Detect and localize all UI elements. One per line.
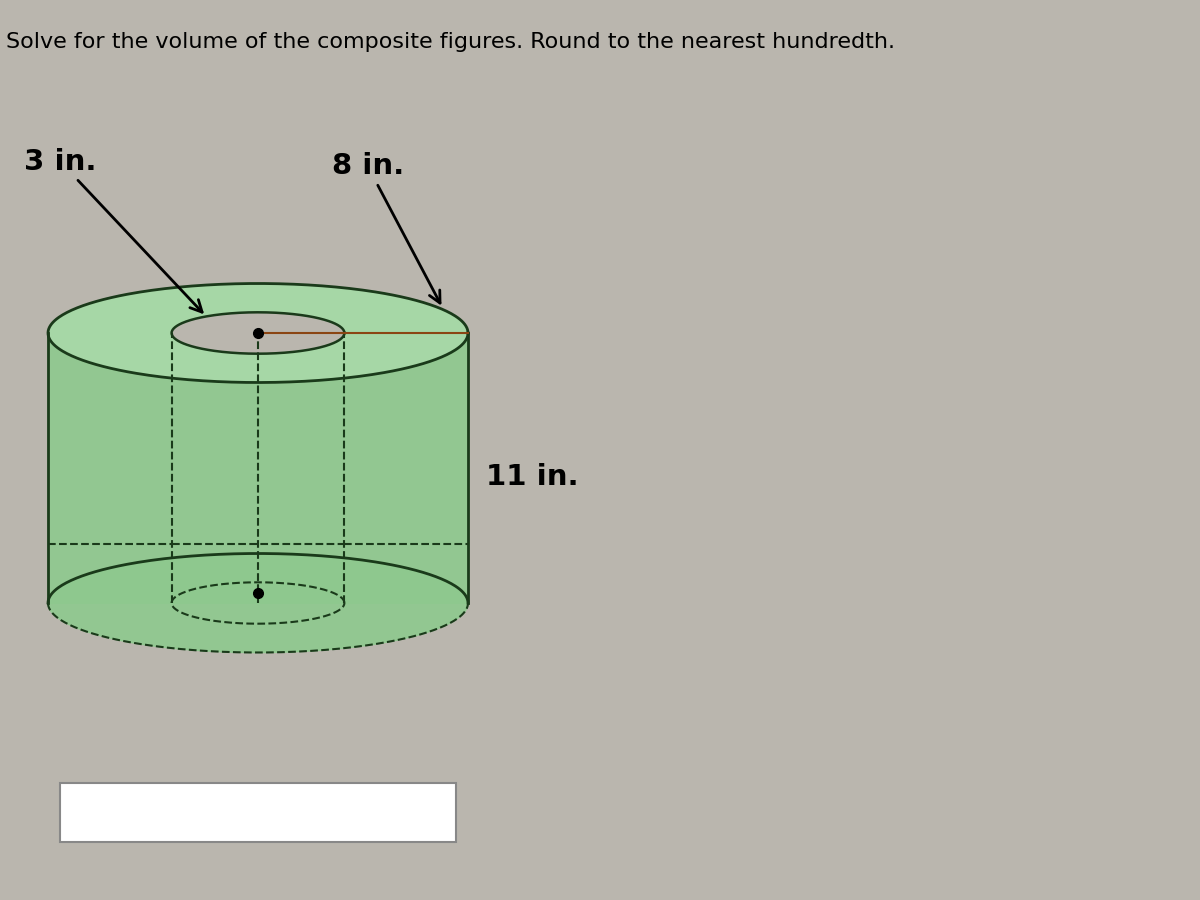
Polygon shape: [48, 284, 468, 382]
Polygon shape: [172, 312, 344, 354]
Text: 8 in.: 8 in.: [331, 152, 440, 303]
Text: 11 in.: 11 in.: [486, 463, 578, 491]
Polygon shape: [48, 284, 468, 652]
Text: Solve for the volume of the composite figures. Round to the nearest hundredth.: Solve for the volume of the composite fi…: [6, 32, 895, 51]
Text: 3 in.: 3 in.: [24, 148, 202, 312]
Polygon shape: [48, 554, 468, 603]
FancyBboxPatch shape: [60, 783, 456, 842]
